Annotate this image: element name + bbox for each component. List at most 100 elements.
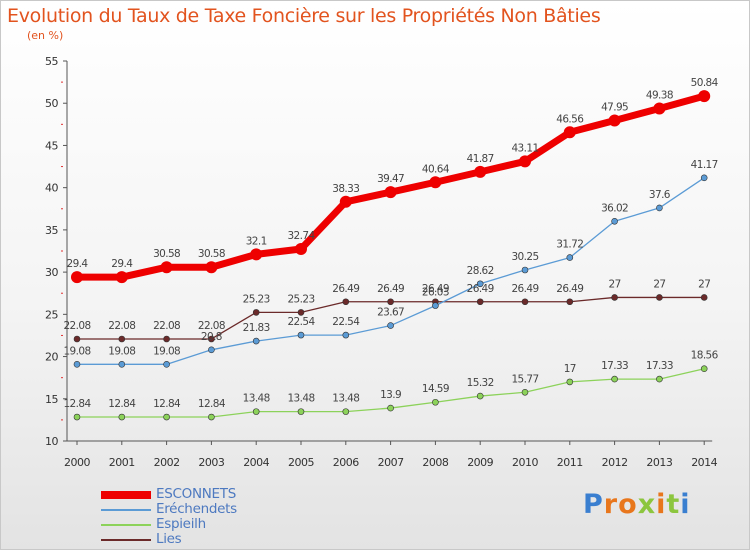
data-label-lies: 25.23 <box>287 293 314 305</box>
data-point-erechendets <box>476 280 484 288</box>
data-point-erechendets <box>163 361 170 368</box>
data-point-espieilh <box>252 408 260 415</box>
data-label-erechendets: 20.8 <box>201 331 222 343</box>
logo-letter: x <box>637 489 657 520</box>
data-label-esconnets: 50.84 <box>691 77 719 89</box>
data-point-lies <box>566 298 574 306</box>
data-label-esconnets: 38.33 <box>332 183 359 195</box>
data-point-erechendets <box>73 361 81 368</box>
data-point-esconnets <box>160 261 173 274</box>
data-label-lies: 26.49 <box>422 283 449 295</box>
data-label-espieilh: 18.56 <box>691 350 719 362</box>
data-label-lies: 26.49 <box>467 283 494 295</box>
data-point-espieilh <box>208 413 215 421</box>
data-label-espieilh: 14.59 <box>422 383 449 395</box>
x-tick-label: 2014 <box>691 456 717 469</box>
data-point-esconnets <box>474 165 487 178</box>
data-point-esconnets <box>339 195 352 208</box>
x-tick-label: 2013 <box>646 456 672 469</box>
data-label-lies: 26.49 <box>332 283 359 295</box>
data-point-esconnets <box>71 271 83 284</box>
data-label-lies: 22.08 <box>108 320 135 332</box>
data-point-lies <box>387 298 394 306</box>
data-point-esconnets <box>115 271 128 284</box>
data-label-esconnets: 29.4 <box>111 258 133 270</box>
data-point-espieilh <box>387 404 394 412</box>
data-point-esconnets <box>519 155 531 168</box>
data-label-espieilh: 12.84 <box>198 398 226 410</box>
data-label-esconnets: 32.74 <box>287 230 315 242</box>
data-label-lies: 26.49 <box>377 283 404 295</box>
data-point-erechendets <box>566 254 574 261</box>
data-label-erechendets: 19.08 <box>153 345 180 357</box>
logo-letter: i <box>656 489 667 520</box>
y-tick-label: 40 <box>45 182 58 195</box>
data-point-espieilh <box>297 408 305 415</box>
data-label-lies: 26.49 <box>511 283 538 295</box>
data-label-esconnets: 30.58 <box>153 248 180 260</box>
legend-label-esconnets: ESCONNETS <box>156 486 236 502</box>
logo-letter: t <box>666 489 681 520</box>
data-point-esconnets <box>384 186 397 199</box>
data-label-esconnets: 46.56 <box>556 113 584 125</box>
data-label-esconnets: 39.47 <box>377 173 404 185</box>
data-point-espieilh <box>118 413 126 421</box>
data-label-erechendets: 37.6 <box>649 189 671 201</box>
data-label-esconnets: 43.11 <box>511 142 538 154</box>
data-point-espieilh <box>700 365 708 373</box>
data-point-erechendets <box>208 346 215 354</box>
data-point-espieilh <box>73 413 81 421</box>
data-point-lies <box>163 335 170 343</box>
data-label-lies: 25.23 <box>243 293 270 305</box>
data-point-lies <box>252 309 260 316</box>
data-point-espieilh <box>476 392 484 400</box>
data-label-lies: 27 <box>698 278 710 290</box>
y-tick-label: 20 <box>45 351 58 364</box>
data-label-lies: 26.49 <box>556 283 583 295</box>
x-tick-label: 2011 <box>557 456 583 469</box>
y-tick-label: 50 <box>45 97 58 110</box>
data-label-esconnets: 47.95 <box>601 102 628 114</box>
data-label-erechendets: 36.02 <box>601 202 628 214</box>
data-label-erechendets: 41.17 <box>691 159 718 171</box>
data-point-espieilh <box>611 375 618 383</box>
data-point-erechendets <box>700 174 708 182</box>
data-point-lies <box>342 298 350 306</box>
data-label-erechendets: 19.08 <box>63 345 90 357</box>
data-point-erechendets <box>252 337 260 345</box>
data-point-esconnets <box>205 261 218 274</box>
x-tick-label: 2002 <box>154 456 180 469</box>
data-label-esconnets: 49.38 <box>646 89 673 101</box>
data-label-erechendets: 31.72 <box>556 239 583 251</box>
data-label-erechendets: 22.54 <box>287 316 315 328</box>
y-tick-label: 10 <box>45 435 58 448</box>
data-point-lies <box>118 335 126 343</box>
data-label-espieilh: 12.84 <box>108 398 136 410</box>
data-label-erechendets: 26.03 <box>422 287 449 299</box>
chart-title: Evolution du Taux de Taxe Foncière sur l… <box>7 5 601 27</box>
logo-letter: r <box>603 489 619 520</box>
data-point-esconnets <box>608 114 621 127</box>
logo-letter: o <box>618 489 638 520</box>
logo-letter: P <box>583 489 604 520</box>
data-label-espieilh: 15.77 <box>511 373 538 385</box>
x-tick-label: 2012 <box>602 456 628 469</box>
y-tick-label: 25 <box>45 308 58 321</box>
data-label-erechendets: 28.62 <box>467 265 494 277</box>
data-label-espieilh: 12.84 <box>153 398 181 410</box>
x-tick-label: 2007 <box>378 456 404 469</box>
data-point-esconnets <box>295 242 307 255</box>
data-label-erechendets: 22.54 <box>332 316 360 328</box>
data-label-lies: 22.08 <box>153 320 180 332</box>
data-point-lies <box>297 309 305 316</box>
data-label-espieilh: 15.32 <box>467 377 494 389</box>
legend-label-espieilh: Espieilh <box>156 516 206 532</box>
x-tick-label: 2010 <box>512 456 538 469</box>
data-point-erechendets <box>342 331 350 339</box>
data-point-lies <box>208 335 215 343</box>
data-label-esconnets: 40.64 <box>422 163 450 175</box>
data-point-espieilh <box>566 378 574 386</box>
data-label-espieilh: 17 <box>564 363 576 375</box>
y-tick-label: 15 <box>45 393 58 406</box>
data-point-esconnets <box>563 126 576 139</box>
